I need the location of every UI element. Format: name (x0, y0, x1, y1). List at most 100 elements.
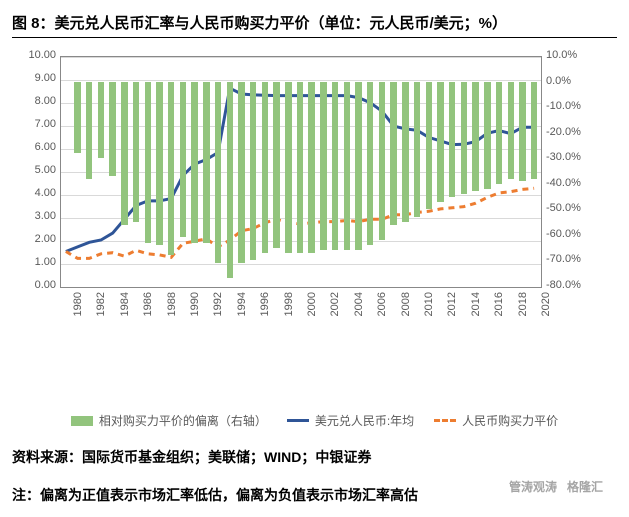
x-tick: 2018 (517, 292, 529, 326)
deviation-bar (262, 82, 268, 253)
y-right-tick: -20.0% (546, 126, 596, 138)
x-tick: 2002 (329, 292, 341, 326)
y-left-tick: 1.00 (18, 256, 56, 268)
chart-container: 0.00 1.00 2.00 3.00 4.00 5.00 6.00 7.00 8.00 9.00… (18, 52, 603, 372)
legend-item: 相对购买力平价的偏离（右轴） (71, 412, 267, 429)
deviation-bar (508, 82, 514, 179)
deviation-bar (379, 82, 385, 240)
y-left-tick: 6.00 (18, 141, 56, 153)
deviation-bar (238, 82, 244, 263)
deviation-bar (461, 82, 467, 194)
deviation-bar (109, 82, 115, 177)
y-left-tick: 3.00 (18, 210, 56, 222)
x-tick: 2008 (400, 292, 412, 326)
y-left-tick: 4.00 (18, 187, 56, 199)
y-left-tick: 8.00 (18, 95, 56, 107)
legend-label: 美元兑人民币:年均 (315, 412, 414, 429)
legend-swatch (71, 416, 93, 426)
deviation-bar (145, 82, 151, 243)
x-tick: 1984 (119, 292, 131, 326)
deviation-bar (86, 82, 92, 179)
deviation-bar (273, 82, 279, 248)
watermark-left: 管涛观涛 (509, 480, 557, 494)
x-tick: 2020 (540, 292, 552, 326)
deviation-bar (402, 82, 408, 223)
title-underline (12, 37, 617, 38)
deviation-bar (414, 82, 420, 217)
x-tick: 1996 (259, 292, 271, 326)
chart-title: 图 8：美元兑人民币汇率与人民币购买力平价（单位：元人民币/美元；%） (12, 12, 617, 33)
watermark: 管涛观涛 格隆汇 (509, 478, 603, 495)
deviation-bar (121, 82, 127, 225)
y-right-tick: 0.0% (546, 75, 596, 87)
x-tick: 1992 (212, 292, 224, 326)
y-right-tick: -60.0% (546, 228, 596, 240)
y-right-tick: -40.0% (546, 177, 596, 189)
deviation-bar (367, 82, 373, 246)
deviation-bar (250, 82, 256, 261)
x-tick: 2014 (470, 292, 482, 326)
y-right-tick: -50.0% (546, 202, 596, 214)
deviation-bar (297, 82, 303, 253)
legend-swatch (287, 419, 309, 422)
deviation-bar (390, 82, 396, 225)
deviation-bar (168, 82, 174, 256)
deviation-bar (203, 82, 209, 243)
y-right-tick: -30.0% (546, 151, 596, 163)
y-left-tick: 2.00 (18, 233, 56, 245)
deviation-bar (180, 82, 186, 238)
deviation-bar (344, 82, 350, 251)
legend: 相对购买力平价的偏离（右轴） 美元兑人民币:年均 人民币购买力平价 (12, 412, 617, 429)
deviation-bar (519, 82, 525, 182)
x-tick: 1980 (72, 292, 84, 326)
legend-swatch (434, 419, 456, 422)
legend-item: 美元兑人民币:年均 (287, 412, 414, 429)
x-tick: 2006 (376, 292, 388, 326)
footnote-text: 注：偏离为正值表示市场汇率低估，偏离为负值表示市场汇率高估 管涛观涛 格隆汇 (12, 485, 617, 505)
deviation-bar (332, 82, 338, 251)
x-tick: 1986 (142, 292, 154, 326)
deviation-bar (133, 82, 139, 223)
deviation-bar (472, 82, 478, 192)
legend-label: 相对购买力平价的偏离（右轴） (99, 412, 267, 429)
y-right-tick: 10.0% (546, 49, 596, 61)
x-tick: 2004 (353, 292, 365, 326)
note-body: 注：偏离为正值表示市场汇率低估，偏离为负值表示市场汇率高估 (12, 487, 418, 503)
deviation-bar (484, 82, 490, 189)
x-tick: 2012 (446, 292, 458, 326)
source-text: 资料来源：国际货币基金组织；美联储；WIND；中银证券 (12, 447, 617, 467)
deviation-bar (308, 82, 314, 253)
x-tick: 1982 (95, 292, 107, 326)
deviation-bar (531, 82, 537, 179)
legend-label: 人民币购买力平价 (462, 412, 558, 429)
y-right-tick: -10.0% (546, 100, 596, 112)
deviation-bar (74, 82, 80, 154)
deviation-bar (426, 82, 432, 210)
y-left-tick: 5.00 (18, 164, 56, 176)
deviation-bar (227, 82, 233, 279)
x-tick: 1988 (166, 292, 178, 326)
x-tick: 1990 (189, 292, 201, 326)
x-tick: 1998 (283, 292, 295, 326)
y-right-tick: -80.0% (546, 279, 596, 291)
y-left-tick: 10.00 (18, 49, 56, 61)
deviation-bar (496, 82, 502, 184)
x-tick: 1994 (236, 292, 248, 326)
deviation-bar (355, 82, 361, 251)
y-right-tick: -70.0% (546, 253, 596, 265)
y-left-tick: 9.00 (18, 72, 56, 84)
x-tick: 2016 (493, 292, 505, 326)
legend-item: 人民币购买力平价 (434, 412, 558, 429)
deviation-bar (156, 82, 162, 246)
deviation-bar (285, 82, 291, 253)
deviation-bar (320, 82, 326, 251)
x-tick: 2010 (423, 292, 435, 326)
deviation-bar (98, 82, 104, 159)
deviation-bar (215, 82, 221, 263)
y-left-tick: 7.00 (18, 118, 56, 130)
y-left-tick: 0.00 (18, 279, 56, 291)
deviation-bar (191, 82, 197, 243)
deviation-bar (437, 82, 443, 202)
watermark-right: 格隆汇 (567, 480, 603, 494)
x-tick: 2000 (306, 292, 318, 326)
